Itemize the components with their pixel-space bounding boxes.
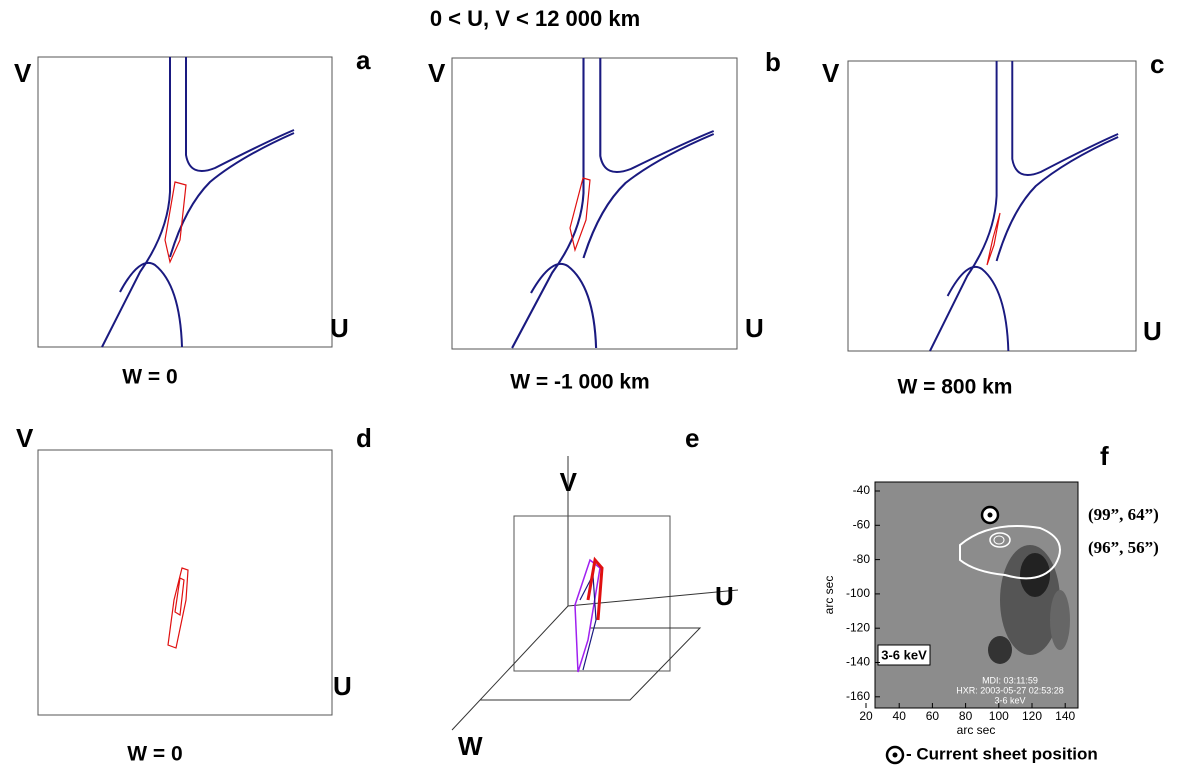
v-label: V: [16, 423, 34, 453]
v-label: V: [822, 58, 840, 88]
legend: - Current sheet position: [906, 744, 1098, 763]
x-label: arc sec: [957, 723, 996, 737]
caption: W = -1 000 km: [510, 371, 649, 394]
v-label: V: [14, 58, 32, 88]
panel-a: V U a W = 0: [14, 45, 371, 389]
y-label: arc sec: [822, 576, 836, 615]
current-sheet: [164, 181, 187, 264]
y-tick-label: -100: [846, 586, 870, 600]
current-sheet: [986, 212, 1001, 266]
panel-letter: e: [685, 423, 699, 453]
panel-f: 3-6 keV MDI: 03:11:59 HXR: 2003-05-27 02…: [822, 441, 1159, 765]
panel-e: V U W e: [451, 423, 739, 761]
panel-letter: b: [765, 47, 781, 77]
panel-letter: f: [1100, 441, 1109, 471]
plot-frame: [37, 449, 333, 716]
coord-1: (99”, 64”): [1088, 505, 1159, 524]
u-label: U: [745, 313, 764, 343]
y-tick-label: -60: [853, 517, 871, 531]
current-sheet: [167, 567, 189, 649]
v-label: V: [428, 58, 446, 88]
panel-b: V U b W = -1 000 km: [428, 47, 781, 394]
x-tick-label: 80: [959, 709, 973, 723]
caption: W = 0: [127, 743, 182, 766]
y-tick-label: -120: [846, 620, 870, 634]
x-tick-label: 40: [893, 709, 907, 723]
x-tick-label: 100: [989, 709, 1009, 723]
caption: W = 800 km: [898, 376, 1013, 399]
small-energy-label: 3-6 keV: [994, 695, 1025, 705]
figure-title: 0 < U, V < 12 000 km: [430, 6, 640, 31]
x-tick-label: 20: [859, 709, 873, 723]
u-label: U: [333, 671, 352, 701]
y-tick-label: -140: [846, 655, 870, 669]
hxr-label: HXR: 2003-05-27 02:53:28: [956, 685, 1064, 695]
panel-d: V U d W = 0: [16, 423, 372, 766]
w-label: W: [458, 731, 483, 761]
plot-frame: [847, 60, 1137, 352]
caption: W = 0: [122, 366, 177, 389]
x-tick-label: 120: [1022, 709, 1042, 723]
v-label: V: [560, 467, 578, 497]
panel-letter: d: [356, 423, 372, 453]
panel-c: V U c W = 800 km: [822, 49, 1164, 399]
y-tick-label: -80: [853, 552, 871, 566]
mdi-label: MDI: 03:11:59: [982, 675, 1038, 685]
current-sheet: [569, 177, 591, 253]
u-label: U: [330, 313, 349, 343]
x-tick-label: 60: [926, 709, 940, 723]
y-tick-label: -40: [853, 483, 871, 497]
plot-frame: [451, 57, 738, 350]
u-label: U: [1143, 316, 1162, 346]
panel-letter: a: [356, 45, 371, 75]
u-label: U: [715, 581, 734, 611]
y-tick-label: -160: [846, 689, 870, 703]
x-tick-label: 140: [1055, 709, 1075, 723]
coord-2: (96”, 56”): [1088, 538, 1159, 557]
energy-label: 3-6 keV: [881, 647, 927, 662]
panel-letter: c: [1150, 49, 1164, 79]
